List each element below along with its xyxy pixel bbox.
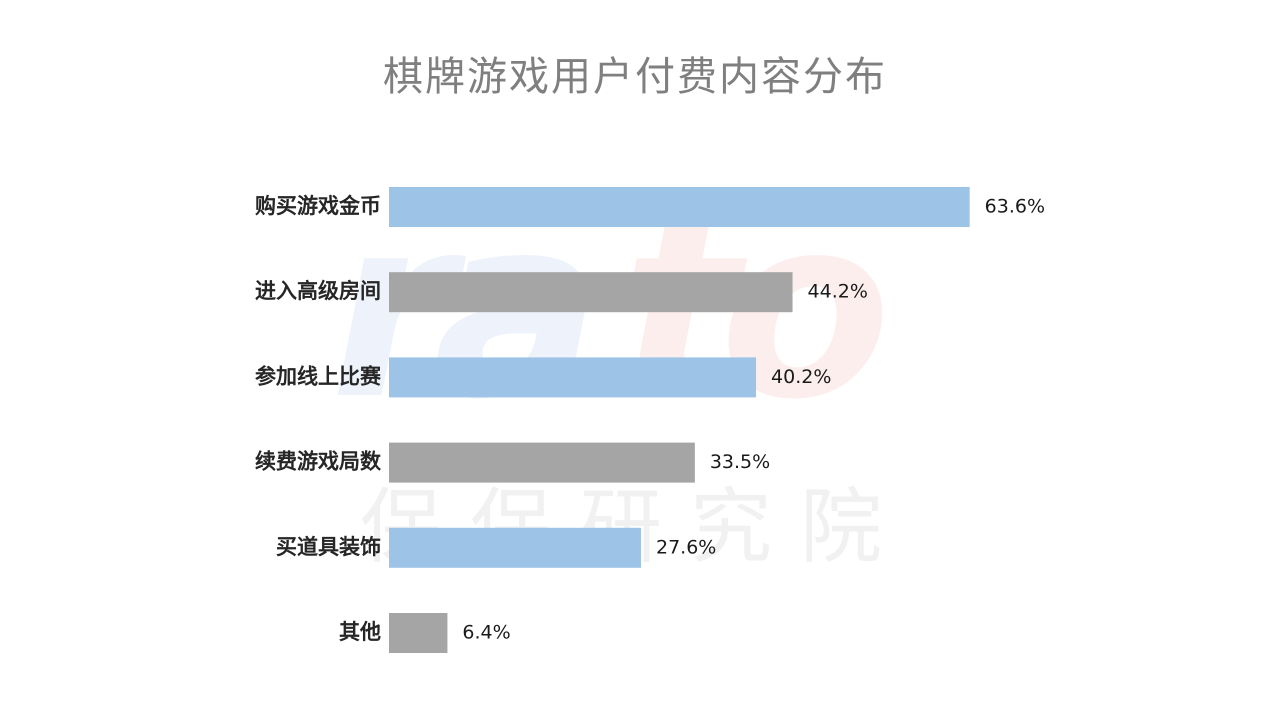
bar-4: [389, 442, 695, 483]
bar-1: [389, 187, 970, 227]
category-label-6: 其他: [339, 620, 381, 644]
category-label-2: 进入高级房间: [255, 279, 381, 303]
bar-3: [389, 357, 757, 398]
chart-title: 棋牌游戏用户付费内容分布: [383, 54, 887, 100]
category-label-4: 续费游戏局数: [255, 450, 382, 474]
bar-2: [389, 272, 793, 313]
value-label-3: 40.2%: [771, 366, 831, 388]
value-label-4: 33.5%: [710, 451, 770, 473]
category-label-3: 参加线上比赛: [255, 364, 382, 388]
value-label-6: 6.4%: [462, 622, 510, 644]
category-label-5: 买道具装饰: [276, 535, 381, 559]
category-label-1: 购买游戏金币: [255, 194, 381, 218]
value-label-1: 63.6%: [985, 196, 1045, 218]
value-label-2: 44.2%: [808, 281, 868, 303]
bar-5: [389, 527, 641, 568]
value-label-5: 27.6%: [656, 536, 716, 558]
bar-6: [389, 613, 448, 653]
